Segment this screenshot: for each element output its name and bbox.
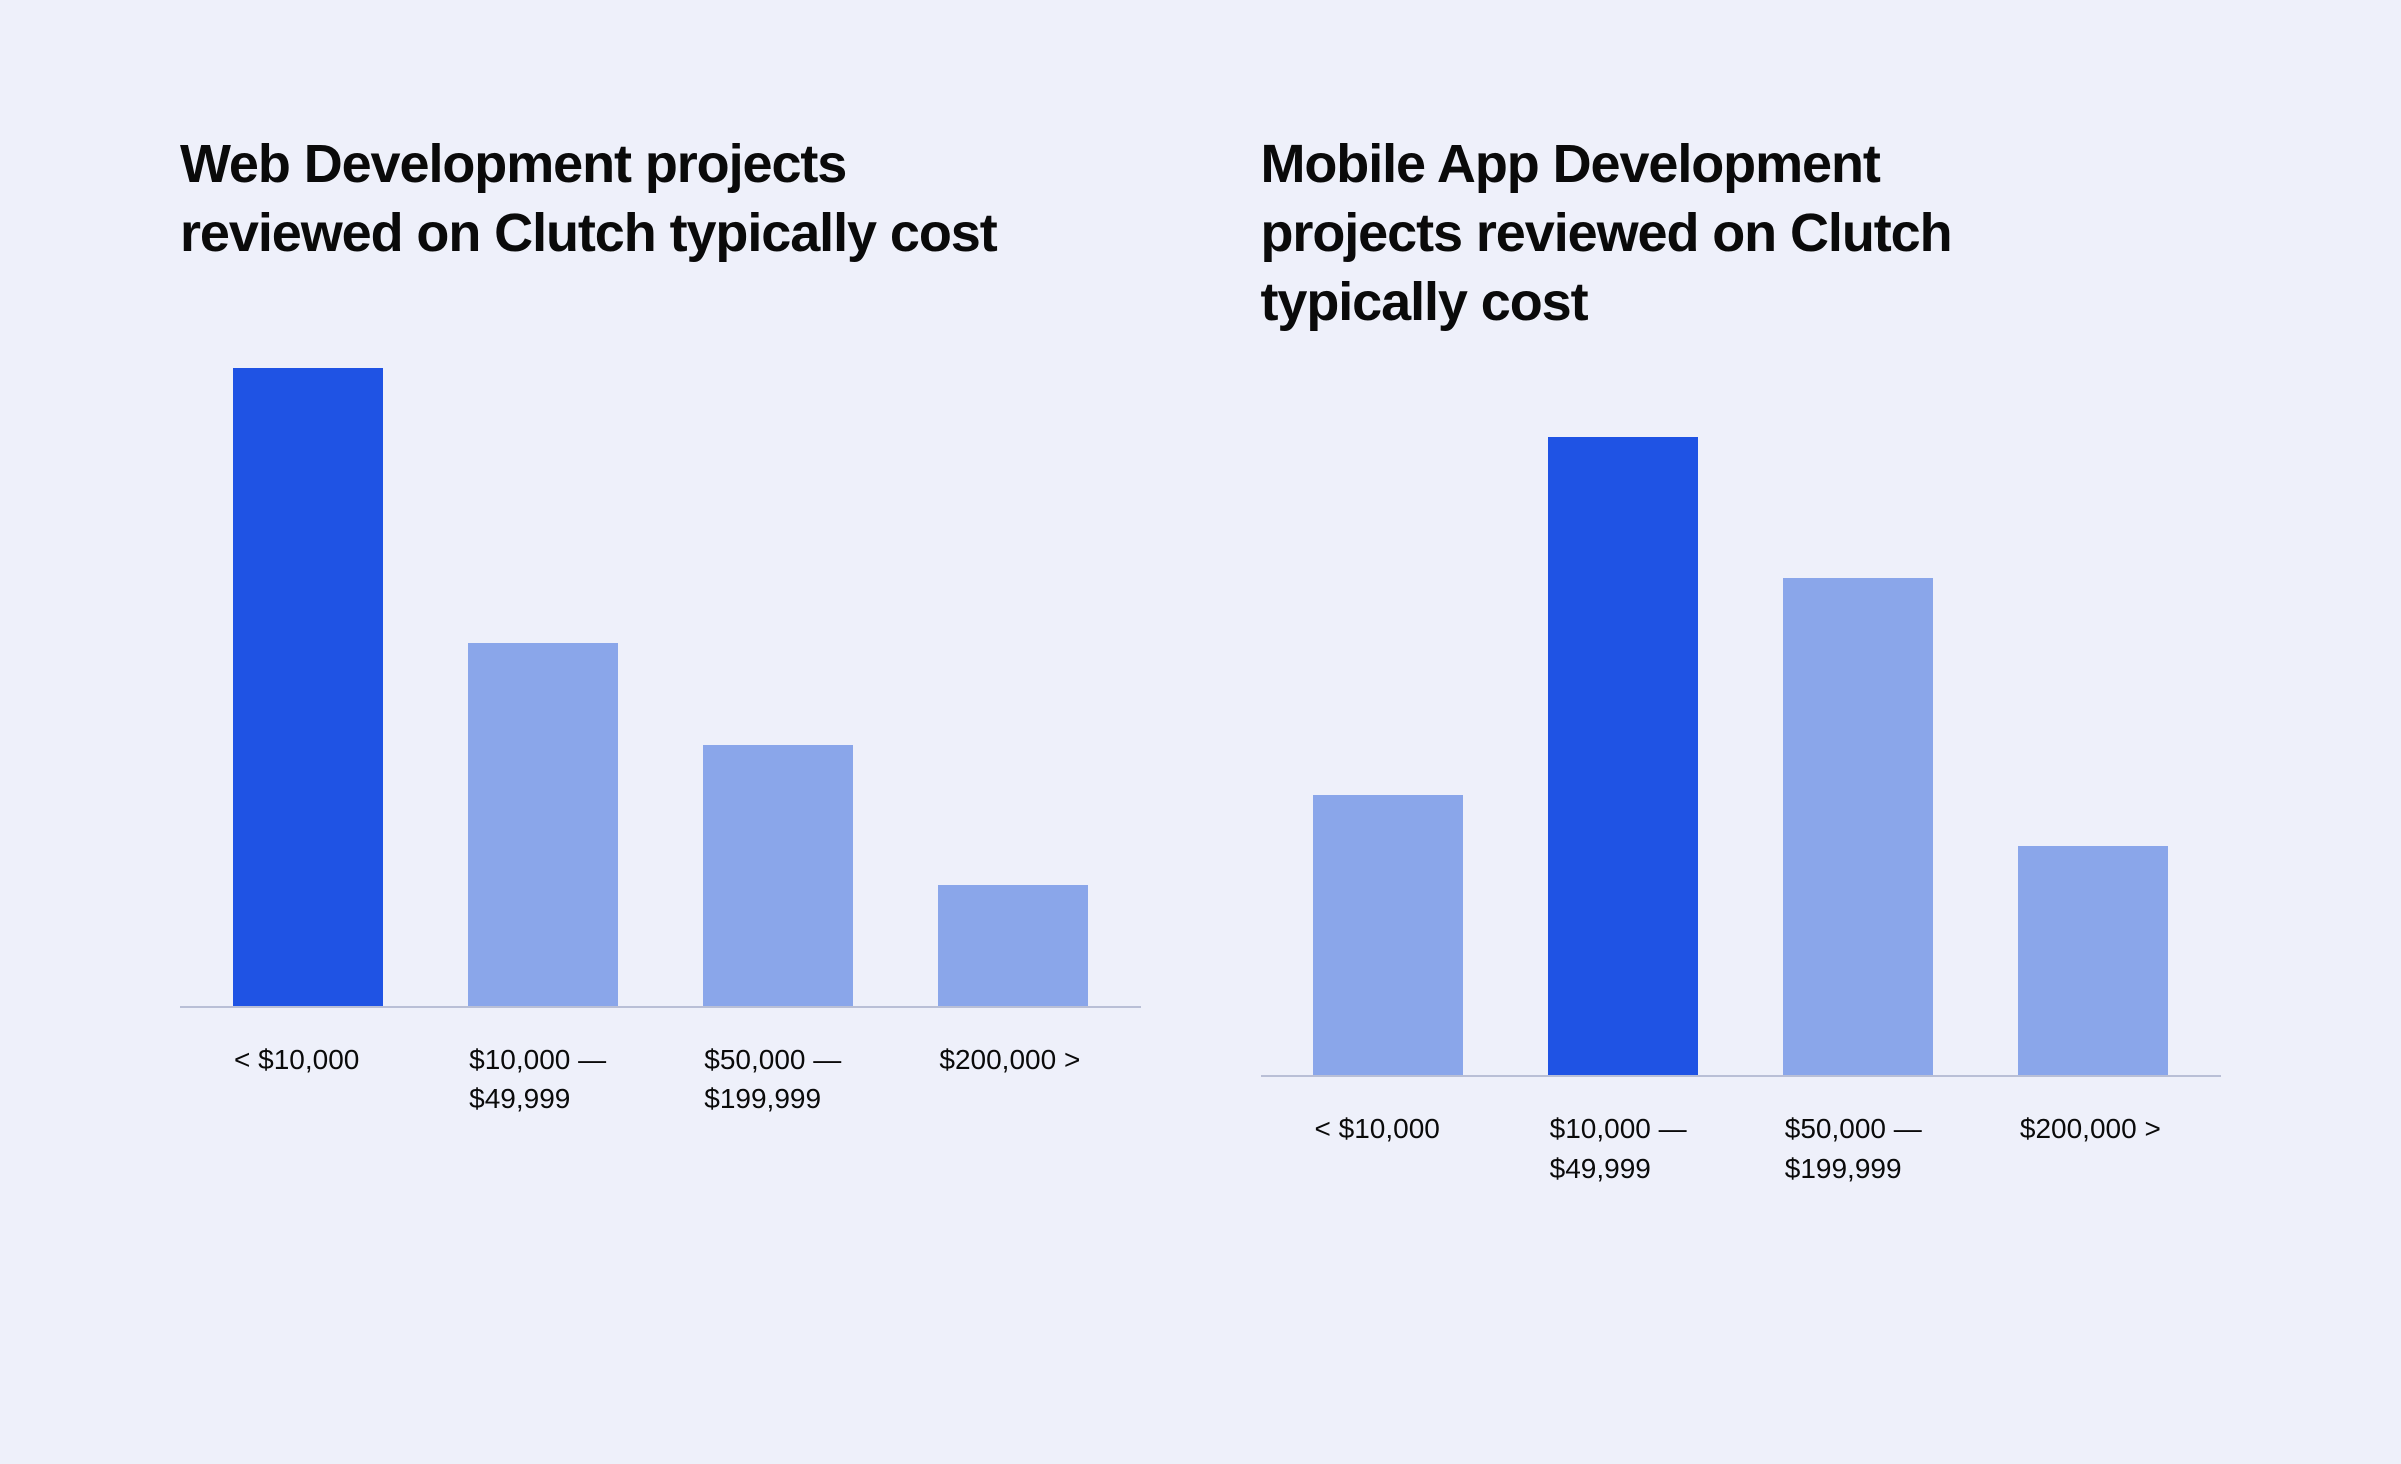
x-label-slot: $200,000 > — [915, 1040, 1110, 1118]
x-label: $50,000 — $199,999 — [704, 1040, 875, 1118]
chart-title: Mobile App Development projects reviewed… — [1261, 130, 2081, 337]
bar — [1313, 795, 1463, 1076]
bar-slot — [1761, 437, 1956, 1075]
bar-slot — [1291, 437, 1486, 1075]
chart-plot — [180, 368, 1141, 1008]
chart-plot — [1261, 437, 2222, 1077]
x-label-slot: < $10,000 — [210, 1040, 405, 1118]
bar — [468, 643, 618, 1007]
bar — [233, 368, 383, 1006]
bar-slot — [915, 368, 1110, 1006]
x-label: < $10,000 — [1315, 1109, 1486, 1148]
x-label: $200,000 > — [939, 1040, 1110, 1079]
chart-mobile-dev: Mobile App Development projects reviewed… — [1261, 130, 2222, 1304]
bar — [1548, 437, 1698, 1075]
bar-slot — [445, 368, 640, 1006]
x-label-slot: $50,000 — $199,999 — [1761, 1109, 1956, 1187]
x-label-slot: $50,000 — $199,999 — [680, 1040, 875, 1118]
bar — [703, 745, 853, 1007]
bar — [2018, 846, 2168, 1076]
bar-slot — [210, 368, 405, 1006]
bar-slot — [680, 368, 875, 1006]
bar — [1783, 578, 1933, 1076]
x-label: $200,000 > — [2020, 1109, 2191, 1148]
chart-title: Web Development projects reviewed on Clu… — [180, 130, 1000, 268]
chart-web-dev: Web Development projects reviewed on Clu… — [180, 130, 1141, 1304]
x-label-slot: $10,000 — $49,999 — [445, 1040, 640, 1118]
x-label: $50,000 — $199,999 — [1785, 1109, 1956, 1187]
bar-slot — [1526, 437, 1721, 1075]
charts-container: Web Development projects reviewed on Clu… — [0, 0, 2401, 1464]
x-axis-labels: < $10,000 $10,000 — $49,999 $50,000 — $1… — [1261, 1077, 2222, 1187]
x-axis-labels: < $10,000 $10,000 — $49,999 $50,000 — $1… — [180, 1008, 1141, 1118]
x-label: $10,000 — $49,999 — [469, 1040, 640, 1118]
x-label: $10,000 — $49,999 — [1550, 1109, 1721, 1187]
x-label-slot: < $10,000 — [1291, 1109, 1486, 1187]
x-label: < $10,000 — [234, 1040, 405, 1079]
bar — [938, 885, 1088, 1006]
x-label-slot: $200,000 > — [1996, 1109, 2191, 1187]
x-label-slot: $10,000 — $49,999 — [1526, 1109, 1721, 1187]
bar-slot — [1996, 437, 2191, 1075]
